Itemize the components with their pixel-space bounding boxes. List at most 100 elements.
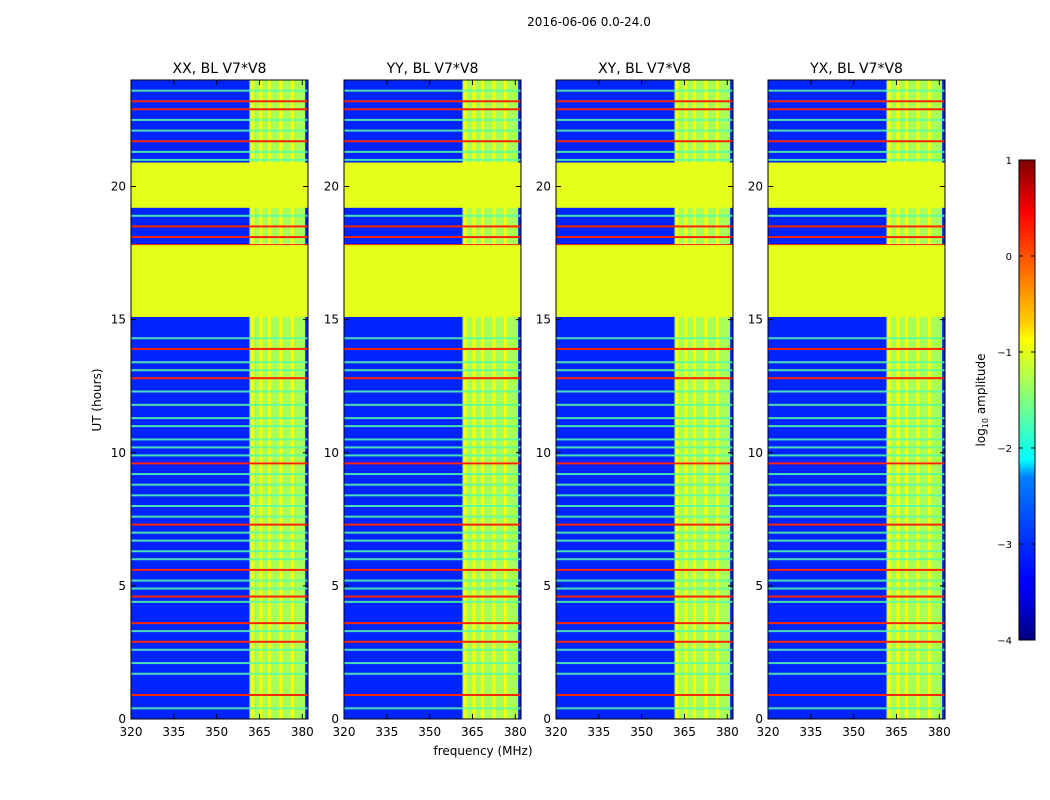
hot-row — [131, 225, 308, 227]
hot-row — [131, 140, 308, 142]
y-tick-label: 15 — [748, 313, 763, 327]
y-tick-label: 0 — [543, 712, 551, 726]
rfi-row — [768, 425, 945, 427]
hot-row — [556, 622, 733, 624]
rfi-row — [768, 649, 945, 651]
hot-row — [556, 348, 733, 350]
panel-3: XY, BL V7*V8 320 335 350 365 380 0 5 10 15 20 — [536, 61, 739, 739]
rfi-row — [556, 707, 733, 709]
hot-row — [556, 100, 733, 102]
rfi-row — [131, 673, 308, 675]
rfi-row — [344, 130, 521, 132]
rfi-row — [344, 649, 521, 651]
rfi-row — [344, 119, 521, 121]
hot-row — [768, 100, 945, 102]
panel-title: XY, BL V7*V8 — [598, 61, 691, 77]
rfi-row — [556, 425, 733, 427]
rfi-row — [556, 601, 733, 603]
hot-row — [768, 569, 945, 571]
y-tick-label: 0 — [118, 712, 126, 726]
rfi-row — [556, 438, 733, 440]
hot-row — [344, 569, 521, 571]
rfi-row — [768, 516, 945, 518]
panel-1: XX, BL V7*V8 320 335 350 365 380 0 5 10 15 20 — [111, 61, 314, 739]
x-tick-label: 350 — [630, 725, 653, 739]
rfi-row — [131, 438, 308, 440]
panel-title: YX, BL V7*V8 — [809, 61, 903, 77]
rfi-row — [556, 454, 733, 456]
hot-row — [131, 596, 308, 598]
rfi-row — [556, 532, 733, 534]
rfi-row — [344, 425, 521, 427]
rfi-row — [768, 404, 945, 406]
rfi-row — [131, 516, 308, 518]
rfi-row — [768, 505, 945, 507]
colorbar-tick-label: −3 — [997, 540, 1012, 551]
rfi-row — [131, 337, 308, 339]
rfi-row — [768, 130, 945, 132]
flagged-block — [131, 245, 308, 317]
y-axis-label: UT (hours) — [90, 368, 104, 431]
figure-title: 2016-06-06 0.0-24.0 — [527, 15, 651, 29]
rfi-row — [344, 484, 521, 486]
x-axis-label: frequency (MHz) — [433, 744, 532, 758]
hot-row — [344, 100, 521, 102]
hot-row — [556, 140, 733, 142]
rfi-row — [131, 580, 308, 582]
rfi-row — [344, 438, 521, 440]
y-tick-label: 20 — [324, 180, 339, 194]
hot-row — [131, 694, 308, 696]
rfi-row — [768, 558, 945, 560]
rfi-row — [768, 119, 945, 121]
rfi-row — [131, 473, 308, 475]
hot-row — [556, 225, 733, 227]
rfi-row — [344, 215, 521, 217]
x-tick-label: 365 — [885, 725, 908, 739]
colorbar-gradient — [1019, 160, 1035, 640]
hot-row — [344, 377, 521, 379]
hot-row — [131, 100, 308, 102]
hot-row — [556, 641, 733, 643]
rfi-row — [768, 151, 945, 153]
rfi-row — [768, 159, 945, 161]
x-tick-label: 335 — [587, 725, 610, 739]
rfi-row — [344, 588, 521, 590]
rfi-row — [131, 391, 308, 393]
rfi-row — [131, 425, 308, 427]
rfi-row — [768, 673, 945, 675]
rfi-row — [556, 417, 733, 419]
rfi-row — [768, 438, 945, 440]
rfi-row — [768, 454, 945, 456]
y-tick-label: 20 — [536, 180, 551, 194]
rfi-row — [131, 151, 308, 153]
hot-row — [768, 377, 945, 379]
rfi-row — [556, 215, 733, 217]
rfi-row — [768, 215, 945, 217]
rfi-row — [131, 417, 308, 419]
rfi-row — [556, 673, 733, 675]
rfi-row — [556, 404, 733, 406]
rfi-row — [556, 558, 733, 560]
rfi-row — [344, 391, 521, 393]
rfi-row — [556, 369, 733, 371]
x-tick-label: 380 — [716, 725, 739, 739]
hot-row — [344, 462, 521, 464]
rfi-row — [768, 532, 945, 534]
rfi-row — [556, 337, 733, 339]
rfi-row — [131, 630, 308, 632]
rfi-row — [556, 130, 733, 132]
rfi-row — [344, 159, 521, 161]
hot-row — [344, 694, 521, 696]
x-tick-label: 380 — [928, 725, 951, 739]
rfi-row — [131, 558, 308, 560]
rfi-row — [344, 446, 521, 448]
hot-row — [556, 569, 733, 571]
hot-row — [344, 140, 521, 142]
colorbar-tick-label: −1 — [997, 348, 1012, 359]
rfi-row — [768, 473, 945, 475]
rfi-row — [131, 540, 308, 542]
hot-row — [768, 622, 945, 624]
hot-row — [768, 108, 945, 110]
rfi-row — [131, 130, 308, 132]
rfi-row — [344, 673, 521, 675]
